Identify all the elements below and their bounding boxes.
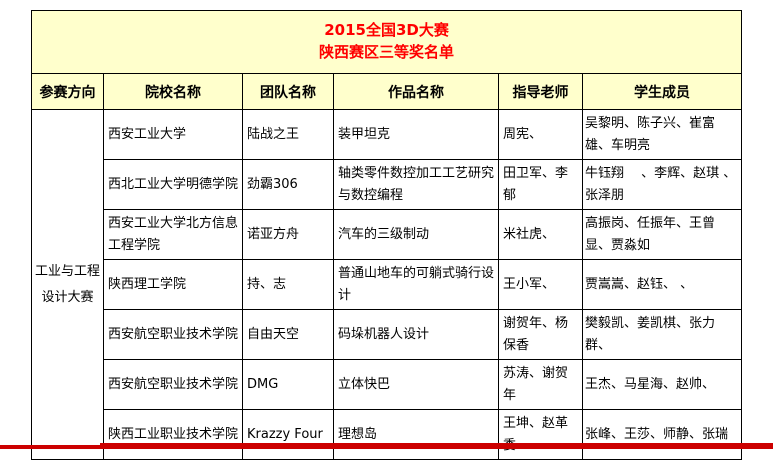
cell-students: 贾嵩嵩、赵钰、 、	[581, 259, 743, 310]
column-header-teacher: 指导老师	[498, 73, 583, 110]
column-header-students: 学生成员	[581, 73, 743, 110]
cell-work: 码垛机器人设计	[333, 309, 499, 360]
cell-work: 理想岛	[333, 409, 499, 460]
cell-teacher: 周宪、	[498, 109, 583, 160]
column-header-work: 作品名称	[333, 73, 499, 110]
table-row: 西安航空职业技术学院 DMG 立体快巴 苏涛、谢贺年 王杰、马星海、赵帅、	[32, 359, 743, 410]
cell-teacher: 田卫军、李郁	[498, 159, 583, 210]
cell-students: 王杰、马星海、赵帅、	[581, 359, 743, 410]
cell-teacher: 王小军、	[498, 259, 583, 310]
cell-school: 陕西理工学院	[103, 259, 243, 310]
table-head: 2015全国3D大赛 陕西赛区三等奖名单 参赛方向 院校名称 团队名称 作品名称…	[30, 10, 743, 110]
cell-school: 西安航空职业技术学院	[103, 359, 243, 410]
cell-school: 西安航空职业技术学院	[103, 309, 243, 360]
cell-students: 高振岗、任振年、王曾显、贾淼如	[581, 209, 743, 260]
cell-teacher: 米社虎、	[498, 209, 583, 260]
table-row: 西安工业大学北方信息工程学院 诺亚方舟 汽车的三级制动 米社虎、 高振岗、任振年…	[32, 209, 743, 260]
cell-work: 立体快巴	[333, 359, 499, 410]
cell-teacher: 苏涛、谢贺年	[498, 359, 583, 410]
cell-school: 西北工业大学明德学院	[103, 159, 243, 210]
cell-school: 西安工业大学	[103, 109, 243, 160]
cell-team: 自由天空	[242, 309, 334, 360]
table-row: 西安航空职业技术学院 自由天空 码垛机器人设计 谢贺年、杨保香 樊毅凯、姜凯棋、…	[32, 309, 743, 360]
cell-team: 持、志	[242, 259, 334, 310]
cell-work: 装甲坦克	[333, 109, 499, 160]
document-title-cell: 2015全国3D大赛 陕西赛区三等奖名单	[30, 10, 743, 74]
table-row: 西北工业大学明德学院 劲霸306 轴类零件数控加工工艺研究与数控编程 田卫军、李…	[32, 159, 743, 210]
table-body: 工业与工程设计大赛 西安工业大学 陆战之王 装甲坦克 周宪、 吴黎明、陈子兴、崔…	[31, 109, 743, 460]
table-row: 陕西工业职业技术学院 Krazzy Four 理想岛 王坤、赵革委 张峰、王莎、…	[32, 409, 743, 460]
cell-students: 牛钰翔 、李辉、赵琪 、张泽朋	[581, 159, 743, 210]
cell-students: 樊毅凯、姜凯棋、张力群、	[581, 309, 743, 360]
cell-work: 轴类零件数控加工工艺研究与数控编程	[333, 159, 499, 210]
cell-team: 劲霸306	[242, 159, 334, 210]
cell-direction-merged: 工业与工程设计大赛	[31, 109, 104, 460]
cell-team: 陆战之王	[242, 109, 334, 160]
title-line-1: 2015全国3D大赛	[324, 21, 449, 39]
cell-team: 诺亚方舟	[242, 209, 334, 260]
title-line-2: 陕西赛区三等奖名单	[319, 43, 455, 61]
table-row: 工业与工程设计大赛 西安工业大学 陆战之王 装甲坦克 周宪、 吴黎明、陈子兴、崔…	[31, 109, 743, 460]
column-header-school: 院校名称	[103, 73, 243, 110]
award-list-table: 2015全国3D大赛 陕西赛区三等奖名单 参赛方向 院校名称 团队名称 作品名称…	[30, 10, 743, 460]
column-header-team: 团队名称	[242, 73, 334, 110]
cell-team: DMG	[242, 359, 334, 410]
cell-work: 汽车的三级制动	[333, 209, 499, 260]
cell-school: 陕西工业职业技术学院	[103, 409, 243, 460]
cell-teacher: 王坤、赵革委	[498, 409, 583, 460]
cell-work: 普通山地车的可躺式骑行设计	[333, 259, 499, 310]
bottom-accent-bar-thick	[100, 443, 773, 449]
cell-students: 张峰、王莎、师静、张瑞	[581, 409, 743, 460]
column-header-direction: 参赛方向	[31, 73, 104, 110]
title-row: 2015全国3D大赛 陕西赛区三等奖名单	[30, 10, 743, 74]
table-row: 陕西理工学院 持、志 普通山地车的可躺式骑行设计 王小军、 贾嵩嵩、赵钰、 、	[32, 259, 743, 310]
cell-team: Krazzy Four	[242, 409, 334, 460]
cell-students: 吴黎明、陈子兴、崔富雄、车明亮	[581, 109, 743, 160]
cell-school: 西安工业大学北方信息工程学院	[103, 209, 243, 260]
cell-teacher: 谢贺年、杨保香	[498, 309, 583, 360]
column-header-row: 参赛方向 院校名称 团队名称 作品名称 指导老师 学生成员	[31, 73, 743, 110]
